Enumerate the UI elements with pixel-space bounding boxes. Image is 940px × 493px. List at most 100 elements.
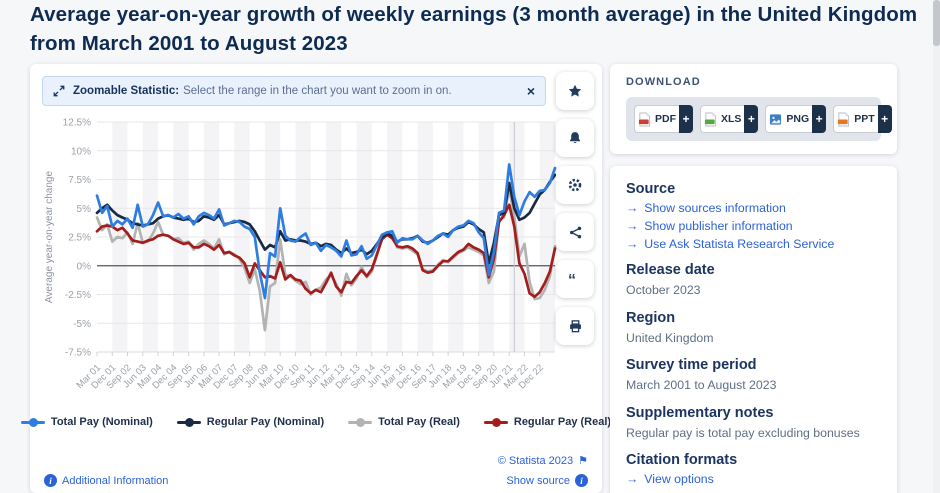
copyright-label: © Statista 2023 [497, 455, 574, 467]
series-line-total-pay-nominal- [95, 163, 557, 300]
section-value-supplementary-notes: Regular pay is total pay excluding bonus… [626, 425, 860, 440]
legend-label: Total Pay (Nominal) [50, 416, 153, 428]
y-tick-label: 7.5% [68, 175, 91, 186]
link-label: Use Ask Statista Research Service [644, 237, 835, 251]
chart-action-toolbar: “ [556, 72, 594, 345]
chart-card-footer: i Additional Information © Statista 2023… [44, 455, 588, 487]
section-value-region: United Kingdom [626, 330, 714, 345]
legend-item-total-pay-real-[interactable]: Total Pay (Real) [348, 416, 460, 428]
link-label: Show publisher information [644, 219, 793, 233]
y-tick-label: -5% [73, 319, 91, 330]
line-chart[interactable]: 12.5% 10% 7.5% 5% 2.5% 0% -2.5% -5% -7.5% Average… [30, 114, 590, 406]
y-tick-label: 10% [71, 146, 91, 157]
legend-label: Total Pay (Real) [378, 416, 460, 428]
show-source-link[interactable]: Show source i [506, 474, 588, 487]
download-format-label: XLS [721, 113, 742, 125]
show-source-label: Show source [506, 474, 570, 487]
pdf-file-icon [638, 112, 651, 127]
download-xls-button[interactable]: XLS + [700, 105, 759, 133]
section-value-survey-time-period: March 2001 to August 2023 [626, 378, 777, 393]
plus-icon[interactable]: + [744, 105, 759, 133]
statistic-info-card: Source → Show sources information → Show pub… [610, 166, 897, 493]
info-icon: i [575, 474, 588, 487]
legend-item-regular-pay-nominal-[interactable]: Regular Pay (Nominal) [176, 416, 325, 428]
arrow-right-icon: → [626, 472, 639, 487]
download-header: DOWNLOAD [626, 76, 701, 88]
legend-item-regular-pay-real-[interactable]: Regular Pay (Real) [483, 416, 612, 428]
y-tick-label: -7.5% [65, 348, 91, 359]
y-tick-label: 2.5% [68, 233, 91, 244]
settings-button[interactable] [556, 166, 594, 204]
section-title-source: Source [626, 181, 676, 197]
legend-item-total-pay-nominal-[interactable]: Total Pay (Nominal) [20, 416, 153, 428]
download-buttons: PDF + XLS + PNG + PPT + [626, 97, 892, 141]
source-link-2[interactable]: → Show publisher information [626, 219, 881, 233]
source-link-1[interactable]: → Show sources information [626, 201, 881, 215]
xls-file-icon [704, 112, 717, 127]
series-line-regular-pay-real- [95, 203, 557, 299]
share-button[interactable] [556, 213, 594, 251]
source-link-3[interactable]: → Use Ask Statista Research Service [626, 237, 881, 251]
print-button[interactable] [556, 307, 594, 345]
section-title-release-date: Release date [626, 262, 715, 278]
zoomable-banner: Zoomable Statistic: Select the range in t… [42, 76, 546, 106]
link-label: Show sources information [644, 201, 786, 215]
download-pdf-button[interactable]: PDF + [634, 105, 693, 133]
download-button-body: PNG [765, 105, 813, 133]
section-title-region: Region [626, 309, 676, 326]
banner-bold-text: Zoomable Statistic: [73, 85, 180, 97]
legend-label: Regular Pay (Real) [513, 416, 612, 428]
share-icon [568, 225, 583, 240]
flag-icon: ⚑ [578, 454, 588, 467]
section-title-survey-time-period: Survey time period [626, 357, 757, 374]
favorite-button[interactable] [556, 72, 594, 110]
link-label: View options [644, 472, 714, 487]
arrow-right-icon: → [626, 237, 639, 251]
zoomable-chart-area[interactable]: 12.5% 10% 7.5% 5% 2.5% 0% -2.5% -5% -7.5% Average… [30, 114, 602, 406]
y-axis-title: Average year-on-year change [44, 171, 55, 304]
download-button-body: PPT [833, 105, 878, 133]
info-icon: i [44, 474, 57, 487]
legend-label: Regular Pay (Nominal) [206, 416, 325, 428]
zoom-expand-icon [53, 85, 65, 97]
bell-icon [567, 130, 583, 146]
legend-marker-icon [483, 417, 508, 427]
scrollbar-thumb[interactable] [933, 0, 940, 46]
quote-icon: “ [567, 271, 583, 287]
arrow-right-icon: → [626, 219, 639, 233]
arrow-right-icon: → [626, 201, 639, 215]
right-sidebar: DOWNLOAD PDF + XLS + PNG + PPT + Source → Show so… [610, 64, 897, 493]
notifications-button[interactable] [556, 119, 594, 157]
download-format-label: PDF [655, 113, 676, 125]
y-tick-label: 0% [77, 261, 92, 272]
legend-marker-icon [20, 417, 45, 427]
chart-legend: Total Pay (Nominal) Regular Pay (Nominal)… [20, 412, 611, 432]
statista-copyright-link[interactable]: © Statista 2023 ⚑ [498, 455, 588, 467]
plus-icon[interactable]: + [812, 105, 827, 133]
ppt-file-icon [837, 112, 850, 127]
citation-view-options-link[interactable]: → View options [626, 472, 881, 486]
download-button-body: XLS [700, 105, 745, 133]
download-format-label: PNG [786, 113, 810, 125]
page-scrollbar[interactable] [933, 0, 940, 493]
png-file-icon [769, 112, 782, 127]
banner-text: Zoomable Statistic: Select the range in t… [73, 85, 452, 97]
section-title-citation-formats: Citation formats [626, 452, 738, 469]
download-ppt-button[interactable]: PPT + [833, 105, 892, 133]
printer-icon [568, 319, 583, 334]
banner-body-text: Select the range in the chart you want t… [183, 85, 452, 97]
additional-information-link[interactable]: i Additional Information [44, 474, 168, 487]
section-value-release-date: October 2023 [626, 283, 701, 297]
star-icon [567, 83, 583, 99]
page-title: Average year-on-year growth of weekly ea… [30, 3, 918, 55]
plus-icon[interactable]: + [679, 105, 693, 133]
download-png-button[interactable]: PNG + [765, 105, 827, 133]
close-icon[interactable]: × [526, 83, 535, 99]
download-format-label: PPT [854, 113, 875, 125]
cite-button[interactable]: “ [556, 260, 594, 298]
section-title-supplementary-notes: Supplementary notes [626, 404, 774, 421]
plus-icon[interactable]: + [877, 105, 892, 133]
legend-marker-icon [348, 417, 373, 427]
svg-text:“: “ [568, 272, 576, 287]
